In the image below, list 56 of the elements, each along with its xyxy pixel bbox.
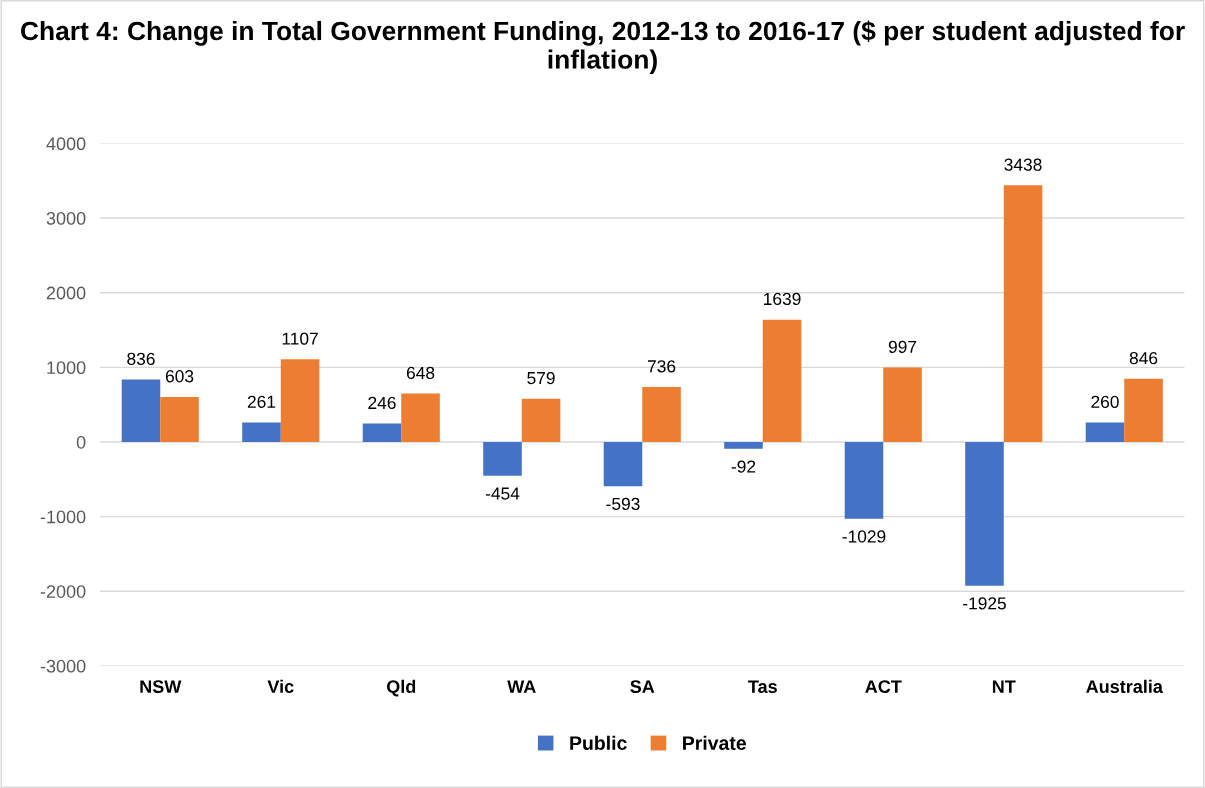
data-label: 736 xyxy=(647,360,676,373)
data-label: 603 xyxy=(165,370,194,383)
x-tick-label: SA xyxy=(630,680,655,694)
data-label: 260 xyxy=(1091,395,1119,409)
bar xyxy=(1003,185,1043,442)
bar xyxy=(121,379,161,442)
data-label: -454 xyxy=(485,487,520,500)
bar xyxy=(844,441,884,519)
data-label: 246 xyxy=(368,396,396,410)
legend-label: Public xyxy=(570,735,627,750)
bar xyxy=(280,359,320,442)
bar xyxy=(1085,422,1125,442)
data-label: 1107 xyxy=(282,332,318,345)
data-label: -1925 xyxy=(963,597,1006,610)
data-label: 579 xyxy=(527,371,555,385)
chart-title: Chart 4: Change in Total Government Funding, 2012-13 to 2016-17 ($ per student adjusted for inflation) xyxy=(21,20,1185,75)
bar xyxy=(242,422,281,442)
data-label: 1639 xyxy=(764,292,801,306)
y-tick-label: 4000 xyxy=(46,137,86,151)
data-label: 648 xyxy=(406,366,435,380)
bar xyxy=(160,396,199,442)
bar xyxy=(362,423,402,442)
x-tick-label: NSW xyxy=(140,680,182,694)
data-label: 997 xyxy=(888,340,917,353)
bar xyxy=(762,319,802,442)
x-tick-label: WA xyxy=(507,680,536,693)
data-label: 261 xyxy=(247,395,276,408)
bar xyxy=(1124,378,1163,442)
y-tick-label: 1000 xyxy=(47,361,86,375)
y-tick-label: -2000 xyxy=(40,585,86,598)
bar xyxy=(603,441,643,487)
x-tick-label: ACT xyxy=(865,680,902,694)
x-tick-label: Qld xyxy=(386,679,416,697)
x-tick-label: Australia xyxy=(1086,679,1164,694)
y-tick-label: 2000 xyxy=(46,286,86,300)
data-label: 846 xyxy=(1129,351,1158,365)
data-label: -92 xyxy=(731,460,756,473)
x-tick-label: NT xyxy=(992,680,1016,693)
data-label: 3438 xyxy=(1004,158,1042,171)
x-tick-label: Tas xyxy=(748,680,777,694)
y-tick-label: -1000 xyxy=(40,510,86,524)
y-tick-label: -3000 xyxy=(40,659,86,673)
bar xyxy=(965,441,1004,586)
y-tick-label: 3000 xyxy=(46,211,86,225)
data-label: -1029 xyxy=(842,530,886,543)
data-label: 836 xyxy=(127,352,155,366)
bar xyxy=(642,387,681,442)
bar xyxy=(883,367,922,442)
bar xyxy=(724,441,763,449)
bar xyxy=(401,393,440,442)
bar xyxy=(521,398,561,442)
data-label: -593 xyxy=(606,497,640,511)
legend-label: Private xyxy=(683,735,746,750)
x-tick-label: Vic xyxy=(267,679,294,694)
bar xyxy=(483,441,522,476)
y-tick-label: 0 xyxy=(76,435,86,449)
